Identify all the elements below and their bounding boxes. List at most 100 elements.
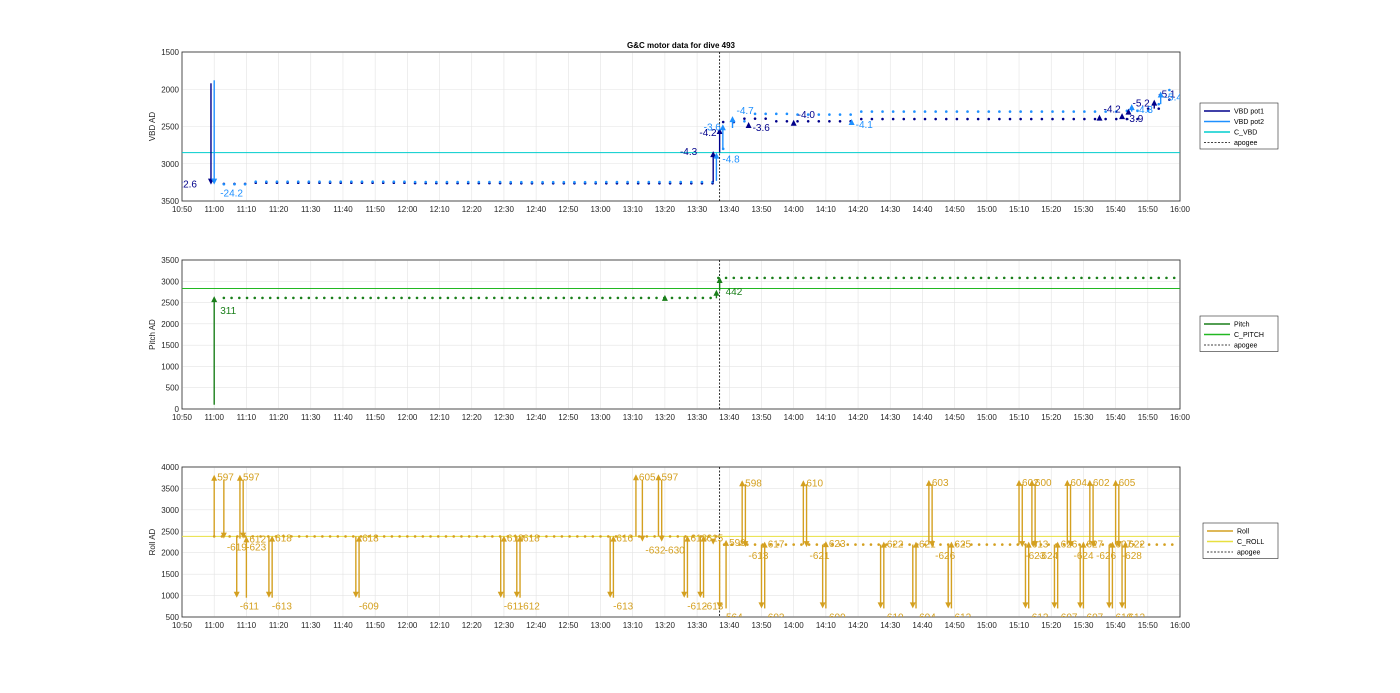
sample-point [1087, 276, 1091, 280]
move-label: -3.6 [753, 123, 771, 134]
sample-point [1080, 276, 1083, 280]
sample-point [431, 296, 434, 300]
move-label: -611 [240, 602, 260, 613]
sample-point [1168, 88, 1171, 92]
sample-point [350, 180, 353, 183]
sample-point [955, 117, 959, 121]
sample-point [1155, 543, 1159, 546]
move-label: -613 [703, 602, 723, 613]
move-arrow-head [211, 474, 218, 481]
x-tick-label: 15:30 [1073, 413, 1094, 422]
x-tick-label: 11:30 [301, 413, 321, 422]
x-tick-label: 15:10 [1009, 413, 1030, 422]
move-label: -564 [723, 612, 743, 623]
move-label: 311 [220, 306, 236, 317]
move-label: -628 [1122, 551, 1142, 562]
move-label: -613 [1028, 612, 1048, 623]
x-tick-label: 11:10 [237, 205, 257, 214]
sample-point [1061, 117, 1065, 121]
sample-point [941, 276, 944, 280]
sample-point [275, 180, 279, 183]
sample-point [1018, 276, 1021, 280]
sample-point [838, 119, 842, 123]
sample-point [238, 296, 241, 300]
sample-point [721, 120, 725, 124]
x-tick-label: 16:00 [1170, 621, 1191, 630]
x-tick-label: 13:50 [751, 621, 772, 630]
sample-point [1000, 543, 1004, 546]
move-arrow-head [632, 474, 639, 481]
x-tick-label: 13:00 [591, 621, 612, 630]
move-label: -610 [1112, 612, 1132, 623]
sample-point [307, 180, 311, 183]
sample-point [838, 543, 842, 546]
move-label: -4.2 [699, 128, 717, 139]
x-tick-label: 12:30 [494, 413, 515, 422]
x-tick-label: 15:40 [1106, 205, 1127, 214]
sample-point [807, 543, 811, 546]
sample-point [913, 117, 916, 121]
move-label: 613 [1032, 540, 1049, 551]
sample-point [1029, 117, 1033, 121]
sample-point [832, 276, 836, 280]
sample-point [539, 296, 542, 300]
move-label: 597 [217, 473, 234, 484]
move-arrow-head [761, 541, 768, 548]
sample-point [998, 110, 1001, 113]
move-label: -607 [1057, 612, 1077, 623]
sample-point [655, 296, 658, 300]
y-tick-label: 2500 [161, 123, 179, 132]
y-tick-label: 2000 [161, 549, 179, 558]
sample-point [444, 535, 448, 538]
sample-point [290, 535, 293, 538]
sample-point [1041, 276, 1045, 280]
sample-point [1165, 276, 1168, 280]
sample-point [292, 296, 295, 300]
move-arrow-head [700, 535, 707, 542]
x-tick-label: 15:20 [1041, 205, 1062, 214]
sample-point [423, 296, 427, 300]
move-label: -607 [1083, 612, 1103, 623]
move-arrow-head [500, 535, 507, 542]
sample-point [809, 276, 813, 280]
sample-point [594, 180, 597, 184]
sample-point [987, 276, 991, 280]
sample-point [831, 543, 834, 546]
move-arrow-head [913, 541, 920, 548]
move-arrow-head [1025, 541, 1032, 548]
x-tick-label: 12:30 [494, 205, 515, 214]
plot-area [181, 259, 1181, 410]
x-tick-label: 13:50 [751, 205, 772, 214]
sample-point [828, 113, 831, 116]
move-arrow-head [710, 151, 717, 158]
sample-point [222, 296, 226, 300]
sample-point [523, 296, 527, 300]
legend-label: C_PITCH [1234, 332, 1264, 339]
move-arrow-head [1106, 602, 1113, 609]
sample-point [1140, 543, 1143, 546]
sample-point [1064, 276, 1068, 280]
sample-point [753, 117, 757, 120]
x-tick-label: 13:10 [623, 413, 644, 422]
sample-point [1093, 117, 1097, 121]
sample-point [869, 543, 873, 546]
sample-point [1072, 117, 1076, 121]
x-tick-label: 13:20 [655, 205, 676, 214]
sample-point [993, 543, 996, 546]
move-arrow-head [1022, 602, 1029, 609]
move-label: 627 [1086, 540, 1103, 551]
sample-point [870, 117, 874, 121]
x-tick-label: 11:40 [333, 205, 353, 214]
sample-point [585, 296, 589, 300]
x-tick-label: 14:40 [912, 413, 933, 422]
sample-point [966, 110, 969, 113]
move-label: -4.7 [737, 106, 755, 117]
x-tick-label: 12:00 [397, 621, 418, 630]
y-tick-label: 3500 [161, 197, 179, 206]
sample-point [885, 543, 888, 546]
x-tick-label: 14:10 [816, 413, 837, 422]
sample-point [1008, 110, 1012, 113]
move-arrow-head [211, 178, 218, 185]
x-tick-label: 14:20 [848, 205, 869, 214]
move-arrow-head [236, 474, 243, 481]
